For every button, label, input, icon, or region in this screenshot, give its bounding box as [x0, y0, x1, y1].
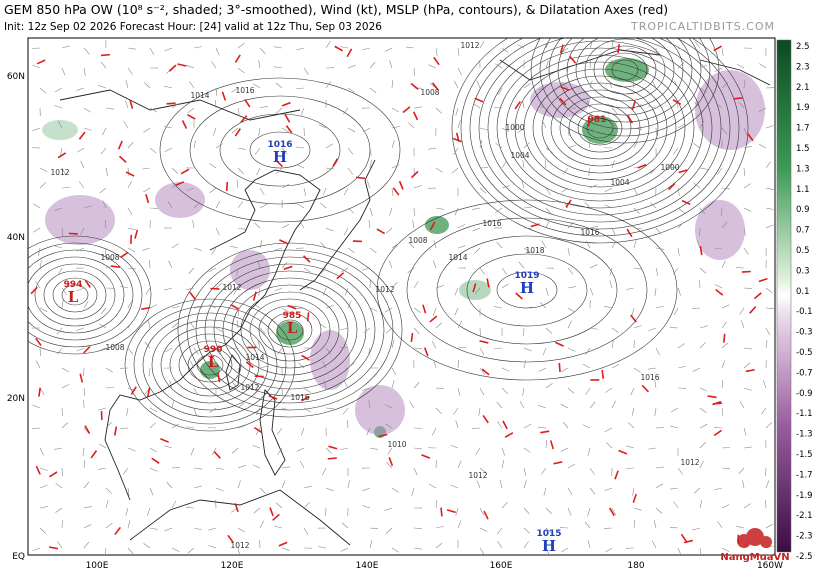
dilatation-axis	[227, 182, 228, 191]
contour-label: 1012	[375, 285, 394, 294]
contour-label: 1008	[100, 253, 119, 262]
colorbar-label: 2.3	[796, 62, 810, 72]
colorbar-label: 1.9	[796, 103, 810, 113]
lon-label: 120E	[221, 561, 244, 571]
contour-label: 1012	[222, 283, 241, 292]
dilatation-axis	[559, 363, 560, 372]
colorbar-label: 1.1	[796, 185, 810, 195]
pressure-symbol: H	[273, 148, 287, 166]
contour-label: 1008	[408, 236, 427, 245]
site: TROPICALTIDBITS.COM	[630, 20, 775, 33]
dilatation-axis	[328, 458, 337, 459]
lon-label: 140E	[356, 561, 379, 571]
dilatation-axis	[441, 508, 442, 517]
contour-label: 1016	[235, 86, 254, 95]
dilatation-axis	[69, 233, 78, 234]
colorbar-label: 0.3	[796, 266, 810, 276]
contour-label: 1016	[290, 393, 309, 402]
colorbar-label: -1.9	[796, 491, 813, 501]
colorbar-label: -1.1	[796, 409, 813, 419]
colorbar-label: -1.5	[796, 450, 813, 460]
colorbar-label: 0.9	[796, 205, 810, 215]
contour-label: 1008	[420, 88, 439, 97]
contour-label: 1010	[387, 440, 406, 449]
colorbar-label: -2.3	[796, 532, 813, 542]
contour-label: 1016	[482, 219, 501, 228]
contour-label: 1016	[580, 228, 599, 237]
contour-label: 1014	[190, 91, 209, 100]
contour-label: 1004	[510, 151, 529, 160]
colorbar-label: 1.5	[796, 144, 810, 154]
dilatation-axis	[308, 312, 309, 321]
colorbar-label: -0.3	[796, 328, 813, 338]
dilatation-axis	[111, 266, 120, 267]
contour-label: 1012	[468, 471, 487, 480]
contour-label: 1008	[105, 343, 124, 352]
contour-label: 1018	[525, 246, 544, 255]
lat-label: 40N	[7, 233, 25, 243]
contour-label: 1016	[640, 373, 659, 382]
dilatation-axis	[742, 272, 751, 273]
lat-label: 60N	[7, 72, 25, 82]
dilatation-axis	[724, 334, 725, 343]
colorbar	[777, 40, 791, 552]
lat-label: EQ	[12, 552, 25, 562]
colorbar-label: -0.9	[796, 389, 813, 399]
contour-label: 1014	[448, 253, 467, 262]
contour-label: 1012	[460, 41, 479, 50]
colorbar-label: -0.7	[796, 368, 813, 378]
dilatation-axis	[733, 98, 742, 99]
pressure-symbol: L	[68, 288, 79, 306]
dilatation-axis	[167, 103, 176, 104]
lat-label: 20N	[7, 394, 25, 404]
colorbar-label: 2.5	[796, 42, 810, 52]
pressure-symbol: L	[208, 353, 219, 371]
colorbar-label: 0.1	[796, 287, 810, 297]
colorbar-label: -0.1	[796, 307, 813, 317]
colorbar-label: 2.1	[796, 83, 810, 93]
colorbar-label: -1.7	[796, 470, 813, 480]
contour-label: 1012	[50, 168, 69, 177]
map-frame	[28, 38, 775, 555]
pressure-symbol: L	[287, 319, 298, 337]
contour-label: 1012	[230, 541, 249, 550]
colorbar-label: 1.7	[796, 124, 810, 134]
lon-label: 160E	[490, 561, 513, 571]
lon-label: 180	[627, 561, 644, 571]
dilatation-axis	[210, 289, 219, 290]
colorbar-label: 0.5	[796, 246, 810, 256]
pressure-symbol: H	[520, 279, 534, 297]
contour-label: 1000	[505, 123, 524, 132]
dilatation-axis	[101, 55, 110, 56]
colorbar-label: -1.3	[796, 430, 813, 440]
pressure-value: 981	[588, 115, 607, 125]
colorbar-label: -2.5	[796, 552, 813, 562]
contour-label: 1012	[240, 383, 259, 392]
lon-label: 100E	[86, 561, 109, 571]
subtitle: Init: 12z Sep 02 2026 Forecast Hour: [24…	[4, 21, 382, 33]
contour-label: 1012	[680, 458, 699, 467]
colorbar-label: -0.5	[796, 348, 813, 358]
contour-label: 1014	[245, 353, 264, 362]
contour-label: 1000	[660, 163, 679, 172]
contour-label: 1004	[610, 178, 629, 187]
colorbar-label: -2.1	[796, 511, 813, 521]
dilatation-axis	[602, 370, 603, 379]
dilatation-axis	[713, 403, 722, 404]
colorbar-label: 0.7	[796, 226, 810, 236]
pressure-symbol: H	[542, 537, 556, 555]
colorbar-label: 1.3	[796, 164, 810, 174]
title: GEM 850 hPa OW (10⁸ s⁻², shaded; 3°-smoo…	[4, 2, 668, 17]
lon-label: 160W	[757, 561, 783, 571]
dilatation-axis	[356, 177, 365, 178]
